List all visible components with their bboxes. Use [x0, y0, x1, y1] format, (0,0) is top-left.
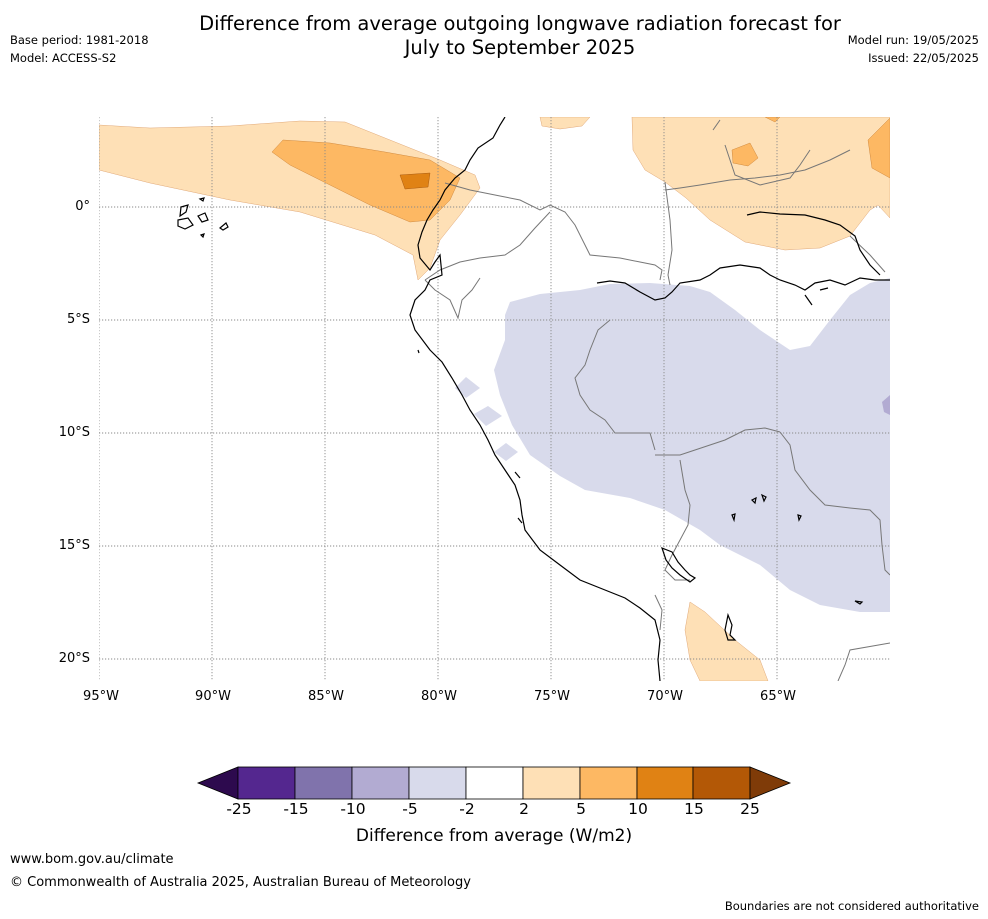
lat-label: 10°S: [58, 425, 90, 440]
lat-label: 5°S: [66, 312, 90, 327]
coastlines: [177, 117, 890, 681]
model-run: Model run: 19/05/2025: [847, 33, 979, 47]
anomaly-positive-region: [684, 601, 769, 681]
anomaly-negative-moderate-region: [882, 395, 890, 415]
title-line-1: Difference from average outgoing longwav…: [199, 12, 841, 35]
lon-label: 65°W: [760, 689, 796, 704]
colorbar-bin: [522, 766, 581, 800]
colorbar-max-extension: [749, 766, 792, 800]
right-meta: Model run: 19/05/2025 Issued: 22/05/2025: [848, 31, 979, 67]
lon-label: 85°W: [308, 689, 344, 704]
colorbar: [196, 766, 792, 800]
anomaly-strong-region: [399, 172, 431, 190]
colorbar-tick-label: -25: [226, 800, 252, 818]
lon-label: 80°W: [421, 689, 457, 704]
colorbar-bin: [465, 766, 524, 800]
anomaly-moderate-region: [271, 139, 461, 223]
lon-label: 70°W: [647, 689, 683, 704]
colorbar-min-extension: [196, 766, 239, 800]
colorbar-tick-label: 5: [576, 800, 586, 818]
base-period: Base period: 1981-2018: [10, 33, 149, 47]
anomaly-positive-region: [631, 117, 890, 251]
anomaly-moderate-region: [764, 117, 781, 123]
colorbar-bin: [579, 766, 638, 800]
copyright-text: © Commonwealth of Australia 2025, Austra…: [10, 875, 471, 890]
lat-label: 0°: [75, 199, 90, 214]
colorbar-bin: [294, 766, 353, 800]
colorbar-bin: [636, 766, 694, 800]
colorbar-bin: [351, 766, 410, 800]
issued-date: Issued: 22/05/2025: [868, 51, 979, 65]
anomaly-negative-region: [494, 443, 518, 461]
colorbar-bin: [237, 766, 296, 800]
map-gridlines: [99, 117, 890, 681]
anomaly-moderate-region: [867, 117, 890, 179]
title-line-2: July to September 2025: [404, 36, 636, 59]
colorbar-tick-label: 15: [684, 800, 704, 818]
left-meta: Base period: 1981-2018 Model: ACCESS-S2: [10, 31, 149, 67]
map-content: [99, 117, 890, 681]
colorbar-tick-label: 2: [519, 800, 529, 818]
country-borders: [424, 119, 890, 681]
map-title: Difference from average outgoing longwav…: [0, 12, 988, 60]
colorbar-tick-label: 25: [740, 800, 760, 818]
lon-label: 90°W: [195, 689, 231, 704]
anomaly-negative-region: [474, 406, 502, 426]
colorbar-tick-label: -10: [340, 800, 366, 818]
lon-label: 75°W: [534, 689, 570, 704]
colorbar-bin: [692, 766, 751, 800]
lon-label: 95°W: [83, 689, 119, 704]
colorbar-title: Difference from average (W/m2): [355, 826, 633, 846]
colorbar-bin: [408, 766, 467, 800]
anomaly-moderate-region: [731, 142, 759, 167]
colorbar-tick-label: -15: [283, 800, 309, 818]
lat-label: 15°S: [58, 538, 90, 553]
model-name: Model: ACCESS-S2: [10, 51, 117, 65]
colorbar-tick-label: 10: [628, 800, 648, 818]
anomaly-negative-region: [455, 377, 480, 398]
colorbar-tick-label: -2: [459, 800, 475, 818]
anomaly-positive-region: [539, 117, 591, 130]
colorbar-tick-label: -5: [402, 800, 418, 818]
lat-label: 20°S: [58, 651, 90, 666]
disclaimer-text: Boundaries are not considered authoritat…: [724, 899, 979, 913]
website-link[interactable]: www.bom.gov.au/climate: [10, 852, 174, 867]
anomaly-negative-region: [494, 278, 890, 612]
